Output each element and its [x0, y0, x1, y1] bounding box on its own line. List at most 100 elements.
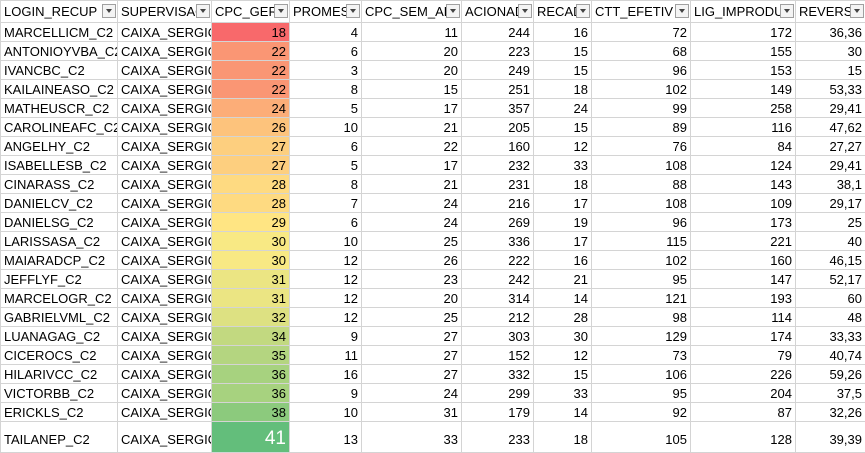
text-cell: HILARIVCC_C2: [1, 365, 118, 384]
number-cell: 5: [290, 156, 362, 175]
number-cell: 20: [362, 289, 462, 308]
number-cell: 226: [691, 365, 796, 384]
text-cell: ERICKLS_C2: [1, 403, 118, 422]
filter-button[interactable]: [346, 4, 360, 18]
number-cell: 12: [534, 137, 592, 156]
number-cell: 48: [796, 308, 865, 327]
column-header: CTT_EFETIV: [592, 1, 691, 23]
number-cell: 251: [462, 80, 534, 99]
number-cell: 314: [462, 289, 534, 308]
column-header-label: LOGIN_RECUP: [4, 4, 114, 19]
number-cell: 11: [362, 23, 462, 42]
text-cell: JEFFLYF_C2: [1, 270, 118, 289]
number-cell: 33: [534, 384, 592, 403]
number-cell: 37,5: [796, 384, 865, 403]
text-cell: LARISSASA_C2: [1, 232, 118, 251]
text-cell: CAIXA_SERGIO: [118, 23, 212, 42]
number-cell: 18: [534, 422, 592, 453]
number-cell: 8: [290, 175, 362, 194]
filter-button[interactable]: [196, 4, 210, 18]
number-cell: 16: [290, 365, 362, 384]
number-cell: 193: [691, 289, 796, 308]
number-cell: 5: [290, 99, 362, 118]
number-cell: 11: [290, 346, 362, 365]
number-cell: 149: [691, 80, 796, 99]
column-header: RECAD: [534, 1, 592, 23]
number-cell: 27: [362, 365, 462, 384]
text-cell: MARCELOGR_C2: [1, 289, 118, 308]
number-cell: 32,26: [796, 403, 865, 422]
number-cell: 96: [592, 213, 691, 232]
text-cell: CAIXA_SERGIO: [118, 384, 212, 403]
number-cell: 26: [362, 251, 462, 270]
number-cell: 12: [290, 289, 362, 308]
cpc-cell: 31: [212, 289, 290, 308]
cpc-cell: 38: [212, 403, 290, 422]
number-cell: 258: [691, 99, 796, 118]
number-cell: 129: [592, 327, 691, 346]
text-cell: ISABELLESB_C2: [1, 156, 118, 175]
number-cell: 14: [534, 403, 592, 422]
filter-button[interactable]: [850, 4, 864, 18]
filter-button[interactable]: [780, 4, 794, 18]
filter-button[interactable]: [274, 4, 288, 18]
number-cell: 92: [592, 403, 691, 422]
number-cell: 40,74: [796, 346, 865, 365]
number-cell: 160: [462, 137, 534, 156]
text-cell: CAIXA_SERGIO: [118, 61, 212, 80]
number-cell: 88: [592, 175, 691, 194]
text-cell: CAIXA_SERGIO: [118, 42, 212, 61]
number-cell: 52,17: [796, 270, 865, 289]
filter-button[interactable]: [446, 4, 460, 18]
filter-button[interactable]: [518, 4, 532, 18]
number-cell: 24: [534, 99, 592, 118]
column-header-label: SUPERVISAO: [121, 4, 208, 19]
filter-button[interactable]: [576, 4, 590, 18]
text-cell: IVANCBC_C2: [1, 61, 118, 80]
number-cell: 20: [362, 61, 462, 80]
filter-button[interactable]: [675, 4, 689, 18]
number-cell: 128: [691, 422, 796, 453]
text-cell: CAIXA_SERGIO: [118, 99, 212, 118]
cpc-cell: 30: [212, 232, 290, 251]
number-cell: 21: [362, 175, 462, 194]
number-cell: 24: [362, 213, 462, 232]
number-cell: 17: [534, 232, 592, 251]
number-cell: 172: [691, 23, 796, 42]
number-cell: 179: [462, 403, 534, 422]
number-cell: 16: [534, 251, 592, 270]
number-cell: 17: [362, 99, 462, 118]
number-cell: 14: [534, 289, 592, 308]
number-cell: 27: [362, 327, 462, 346]
number-cell: 102: [592, 80, 691, 99]
cpc-cell: 36: [212, 384, 290, 403]
number-cell: 68: [592, 42, 691, 61]
number-cell: 29,17: [796, 194, 865, 213]
column-header: PROMESS: [290, 1, 362, 23]
filter-button[interactable]: [102, 4, 116, 18]
text-cell: CAIXA_SERGIO: [118, 270, 212, 289]
number-cell: 95: [592, 384, 691, 403]
number-cell: 30: [534, 327, 592, 346]
cpc-cell: 24: [212, 99, 290, 118]
column-header-label: LIG_IMPRODUTIV: [694, 4, 792, 19]
number-cell: 116: [691, 118, 796, 137]
text-cell: LUANAGAG_C2: [1, 327, 118, 346]
cpc-cell: 30: [212, 251, 290, 270]
number-cell: 9: [290, 384, 362, 403]
text-cell: DANIELSG_C2: [1, 213, 118, 232]
number-cell: 27,27: [796, 137, 865, 156]
number-cell: 174: [691, 327, 796, 346]
text-cell: KAILAINEASO_C2: [1, 80, 118, 99]
